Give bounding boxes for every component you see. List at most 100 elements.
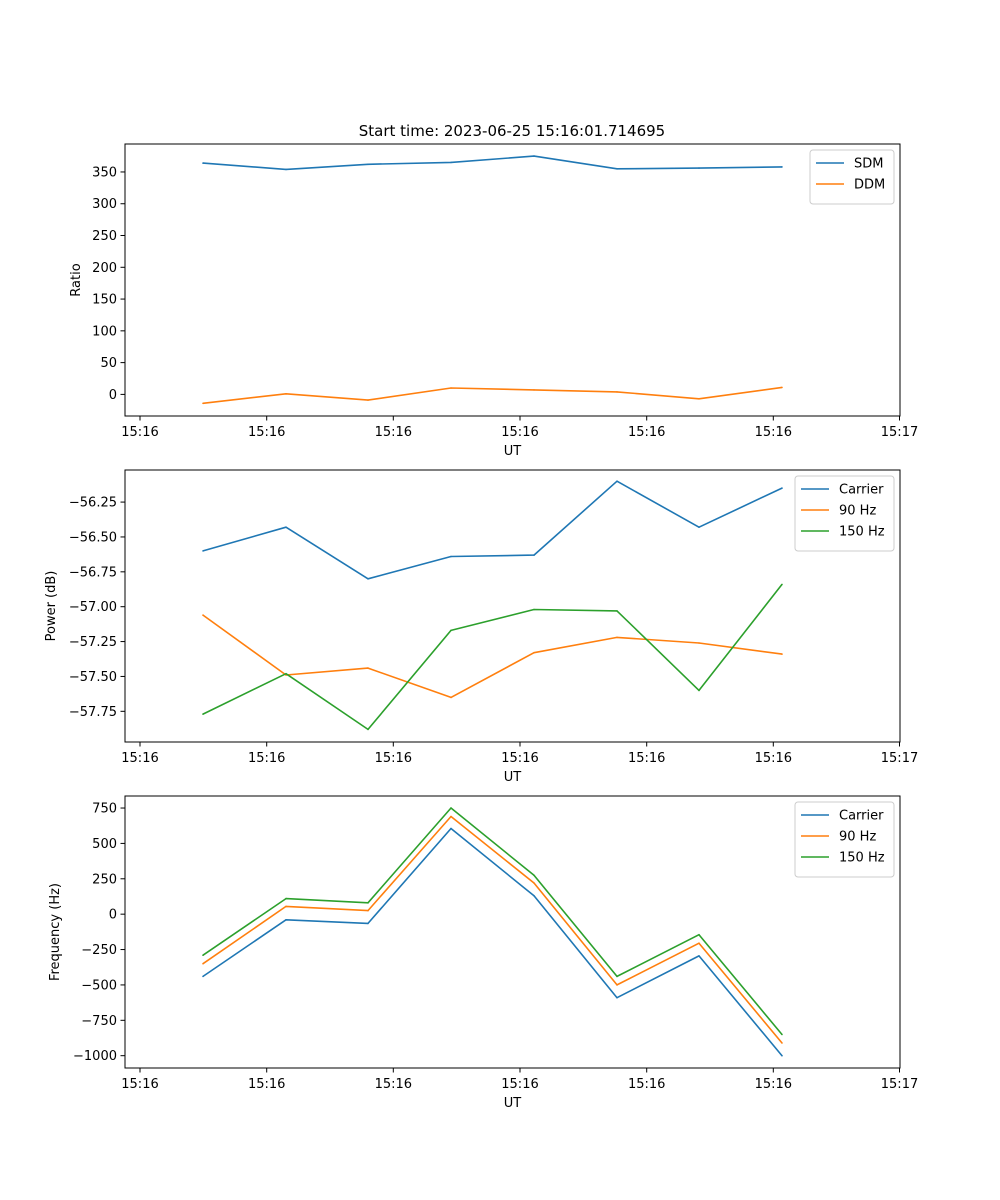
y-tick-label: 500 bbox=[92, 837, 117, 852]
x-tick-label: 15:16 bbox=[375, 425, 412, 440]
axes-frame bbox=[124, 469, 901, 743]
data-point bbox=[367, 399, 369, 401]
data-point bbox=[698, 942, 700, 944]
x-tick-label: 15:16 bbox=[628, 425, 665, 440]
data-point bbox=[533, 554, 535, 556]
data-point bbox=[450, 807, 452, 809]
legend: Carrier 90 Hz 150 Hz bbox=[794, 475, 895, 552]
y-tick-label: −750 bbox=[81, 1014, 117, 1029]
series-line-150-hz bbox=[202, 583, 783, 731]
series-line-90-hz bbox=[202, 614, 783, 699]
y-axis-label: Ratio bbox=[69, 263, 84, 296]
data-point bbox=[285, 168, 287, 171]
series-line-sdm bbox=[202, 155, 783, 171]
x-tick-label: 15:16 bbox=[501, 751, 538, 766]
series-line-carrier bbox=[202, 827, 783, 1057]
y-tick-label: 0 bbox=[109, 388, 117, 403]
x-tick-label: 15:16 bbox=[248, 425, 285, 440]
data-point bbox=[285, 393, 287, 395]
x-tick-label: 15:16 bbox=[121, 751, 158, 766]
legend-box bbox=[794, 801, 895, 878]
data-point bbox=[616, 984, 618, 986]
data-point bbox=[202, 162, 204, 164]
data-point bbox=[533, 895, 535, 897]
legend-label: Carrier bbox=[839, 809, 884, 824]
y-tick-label: −56.75 bbox=[69, 565, 117, 580]
data-point bbox=[698, 642, 700, 644]
x-tick-label: 15:16 bbox=[755, 751, 792, 766]
data-point bbox=[533, 389, 535, 391]
data-point bbox=[781, 653, 783, 655]
data-point bbox=[202, 614, 204, 616]
data-point bbox=[698, 933, 700, 936]
x-axis-label: UT bbox=[504, 1096, 522, 1111]
axes-frame bbox=[124, 795, 901, 1069]
data-point bbox=[698, 167, 700, 169]
x-tick-label: 15:17 bbox=[881, 1077, 918, 1092]
data-point bbox=[781, 1042, 783, 1044]
data-point bbox=[367, 902, 369, 904]
x-axis-label: UT bbox=[504, 444, 522, 459]
panel-1: 15:16 15:16 15:16 15:16 15:16 15:16 15:17 UT 0 50… bbox=[69, 143, 918, 459]
x-tick-label: 15:16 bbox=[755, 425, 792, 440]
data-point bbox=[533, 608, 535, 611]
y-tick-label: 300 bbox=[92, 197, 117, 212]
legend-label: Carrier bbox=[839, 483, 884, 498]
legend: SDM DDM bbox=[809, 149, 895, 205]
y-tick-label: −57.75 bbox=[69, 705, 117, 720]
y-tick-label: 250 bbox=[92, 872, 117, 887]
data-point bbox=[367, 909, 369, 912]
y-tick-label: 350 bbox=[92, 165, 117, 180]
data-point bbox=[698, 689, 700, 692]
y-tick-label: −56.50 bbox=[69, 530, 117, 545]
data-point bbox=[616, 168, 618, 170]
data-point bbox=[533, 874, 535, 877]
data-point bbox=[533, 155, 535, 157]
data-point bbox=[533, 882, 535, 884]
y-tick-label: −57.25 bbox=[69, 635, 117, 650]
y-tick-label: −1000 bbox=[73, 1049, 117, 1064]
data-point bbox=[781, 386, 783, 389]
data-point bbox=[450, 387, 452, 389]
data-point bbox=[616, 610, 618, 612]
data-point bbox=[285, 897, 287, 900]
data-point bbox=[450, 555, 452, 558]
y-tick-label: 200 bbox=[92, 261, 117, 276]
series-line-carrier bbox=[202, 480, 783, 580]
data-point bbox=[781, 583, 783, 586]
data-point bbox=[202, 713, 204, 715]
x-tick-label: 15:16 bbox=[628, 1077, 665, 1092]
series-line-150-hz bbox=[202, 807, 783, 1036]
data-point bbox=[616, 391, 618, 393]
data-point bbox=[367, 922, 369, 925]
series-line-90-hz bbox=[202, 815, 783, 1044]
data-point bbox=[616, 480, 618, 483]
legend-label: DDM bbox=[854, 178, 885, 193]
y-tick-label: −57.00 bbox=[69, 600, 117, 615]
data-point bbox=[450, 629, 452, 632]
legend-label: 150 Hz bbox=[839, 851, 885, 866]
data-point bbox=[781, 1033, 783, 1036]
data-point bbox=[367, 667, 369, 669]
x-tick-label: 15:17 bbox=[881, 425, 918, 440]
y-tick-label: 750 bbox=[92, 802, 117, 817]
legend-label: 150 Hz bbox=[839, 525, 885, 540]
data-point bbox=[781, 166, 783, 168]
y-tick-label: −500 bbox=[81, 978, 117, 993]
x-tick-label: 15:16 bbox=[628, 751, 665, 766]
x-axis-label: UT bbox=[504, 770, 522, 785]
data-point bbox=[450, 815, 452, 818]
data-point bbox=[781, 487, 783, 489]
x-tick-label: 15:16 bbox=[121, 425, 158, 440]
data-point bbox=[698, 955, 700, 957]
data-point bbox=[616, 636, 618, 639]
legend-label: 90 Hz bbox=[839, 504, 876, 519]
data-point bbox=[202, 962, 204, 965]
y-axis-label: Power (dB) bbox=[44, 571, 59, 642]
y-tick-label: 250 bbox=[92, 229, 117, 244]
data-point bbox=[698, 526, 700, 528]
y-tick-label: 100 bbox=[92, 324, 117, 339]
data-point bbox=[202, 402, 204, 405]
data-point bbox=[202, 550, 204, 552]
